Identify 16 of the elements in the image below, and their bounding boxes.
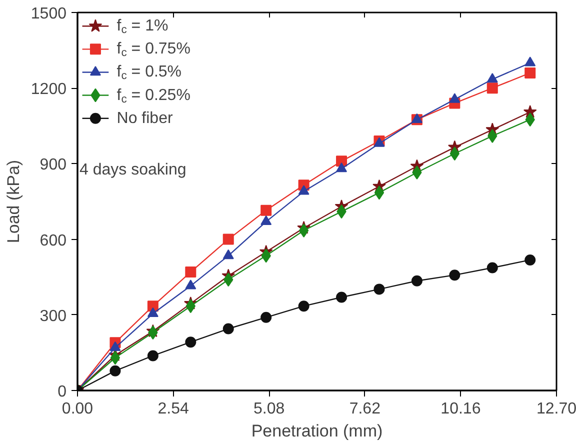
x-tick-label: 2.54 [158, 400, 189, 418]
y-tick-label: 1200 [30, 81, 67, 98]
y-axis-title: Load (kPa) [4, 160, 23, 244]
y-tick-label: 900 [40, 156, 67, 174]
x-tick-label: 5.08 [254, 400, 285, 418]
y-tick-label: 1500 [30, 6, 67, 22]
x-axis-title: Penetration (mm) [251, 422, 383, 440]
y-tick-label: 0 [58, 384, 67, 400]
annotation: 4 days soaking [80, 162, 186, 178]
legend-label: No fiber [116, 110, 174, 127]
x-tick-label: 7.62 [349, 400, 381, 418]
x-tick-label: 10.16 [440, 400, 481, 418]
x-tick-label: 12.70 [536, 400, 576, 418]
y-tick-label: 300 [40, 308, 67, 325]
x-tick-label: 0.00 [62, 400, 94, 418]
y-tick-label: 600 [40, 232, 67, 250]
